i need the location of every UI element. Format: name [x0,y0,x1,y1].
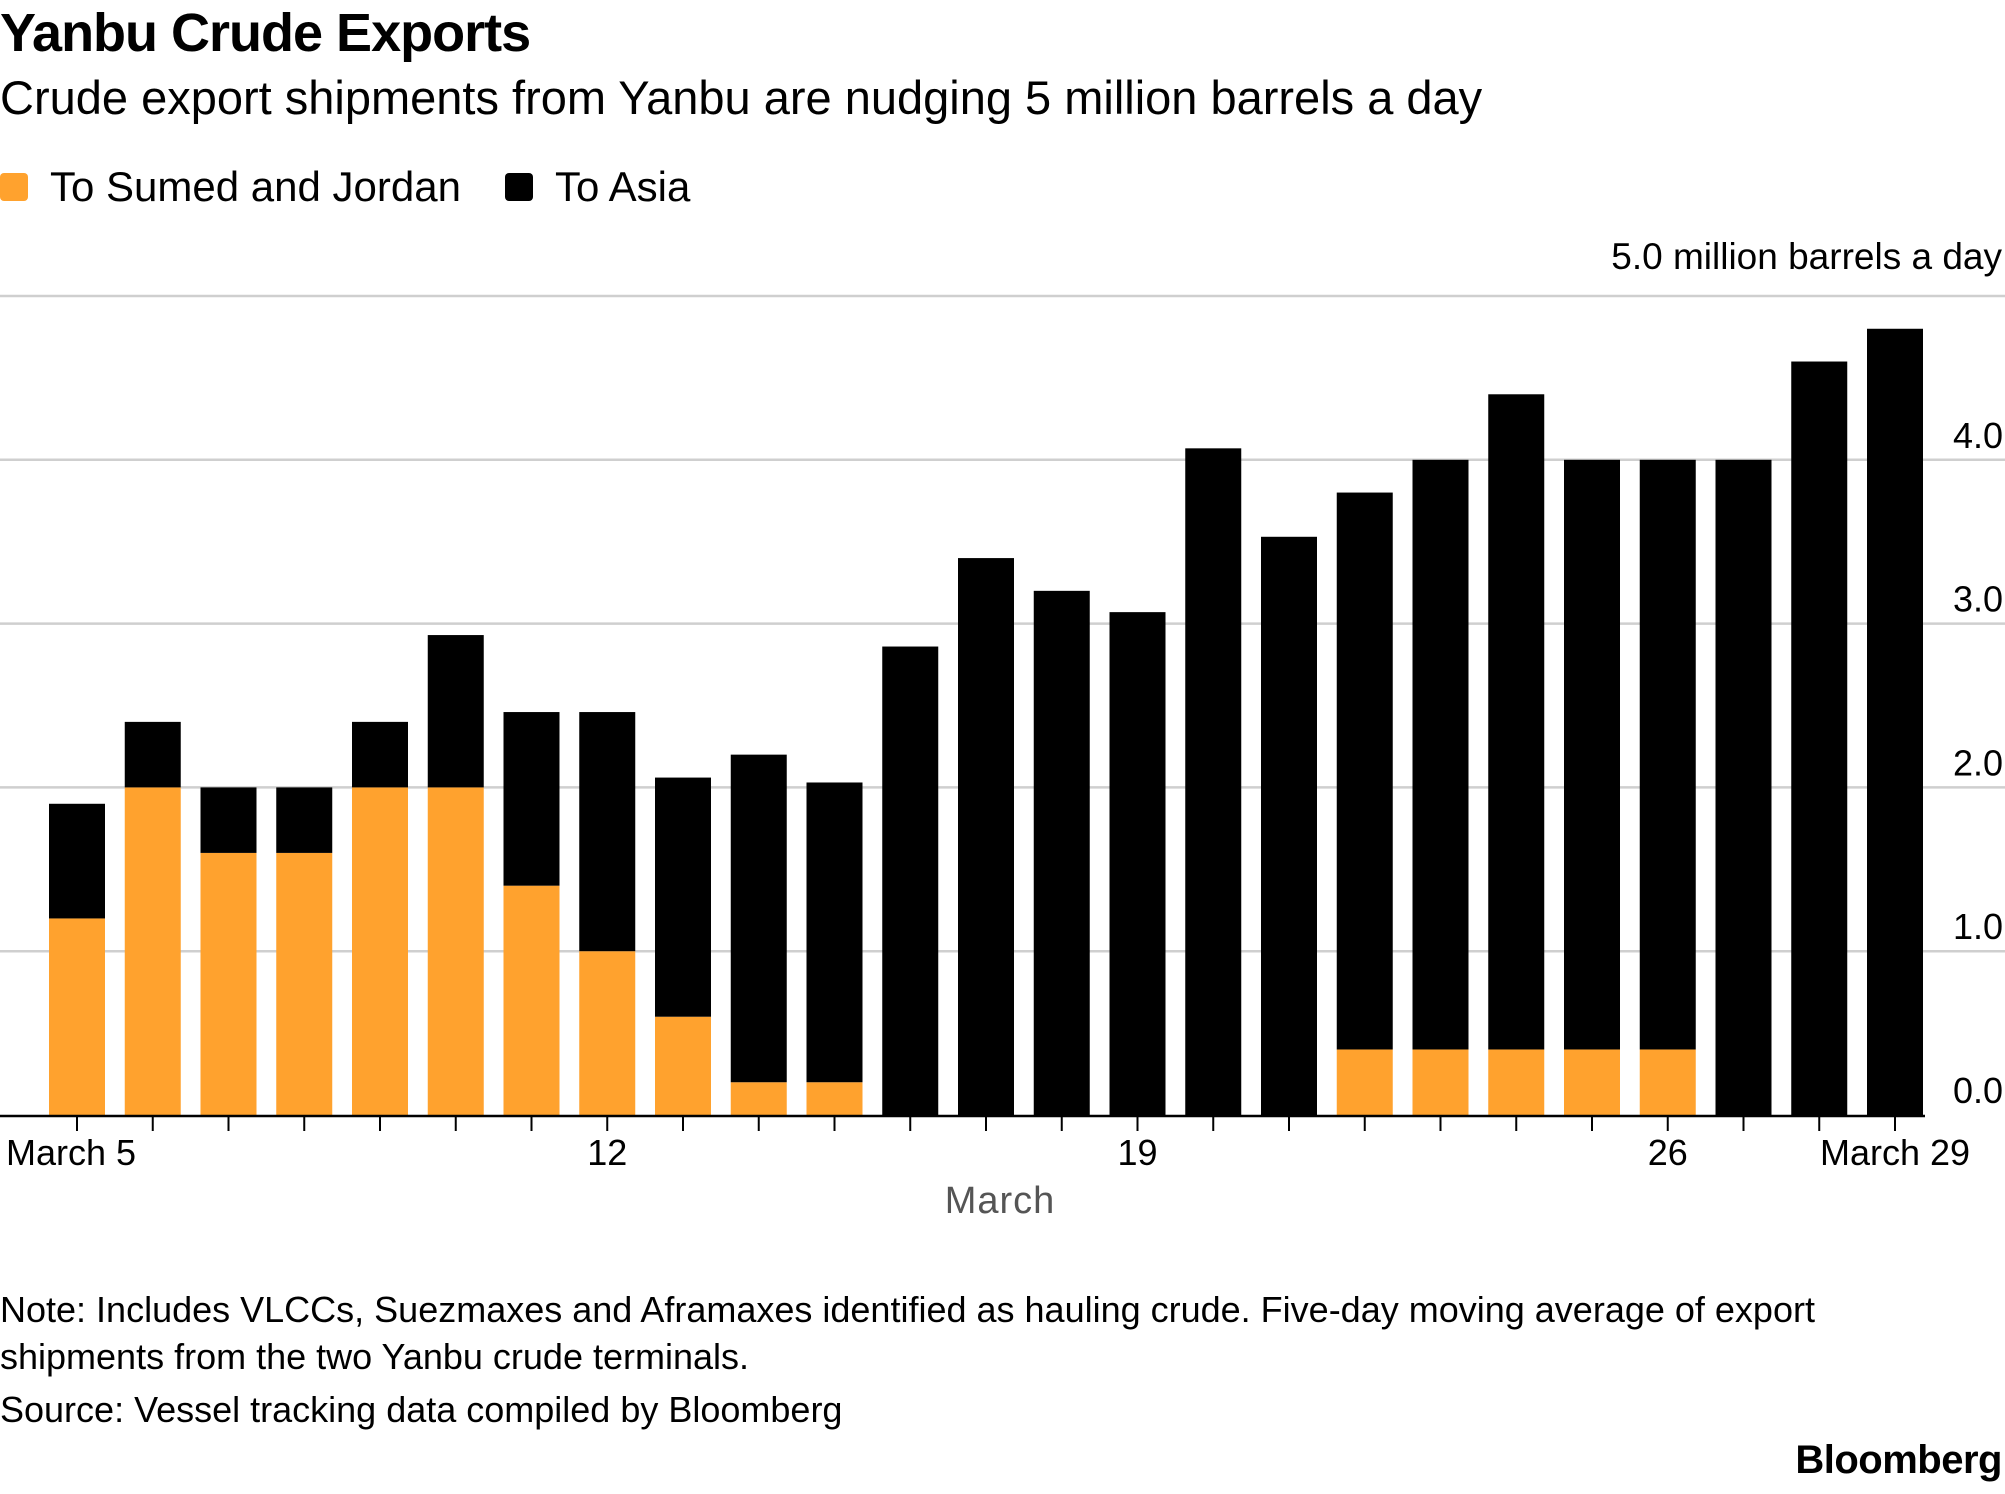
y-tick-label: 3.0 [1953,579,2003,620]
bar-asia [49,803,105,919]
bar-asia [503,712,560,886]
y-tick-label: 2.0 [1953,742,2003,783]
y-tick-label: 0.0 [1953,1070,2003,1111]
bar-sumed-jordan [503,885,560,1115]
legend-label-asia: To Asia [554,163,691,210]
bar-sumed-jordan [579,951,636,1115]
bar-asia [655,777,711,1017]
bar-sumed-jordan [806,1082,863,1115]
legend-swatch-asia [504,173,533,201]
legend-swatch-sumed-jordan [0,173,28,201]
bar-asia [1109,612,1166,1115]
chart-title: Yanbu Crude Exports [0,3,531,63]
bar-sumed-jordan [730,1082,787,1115]
bar-sumed-jordan [1639,1049,1696,1115]
bar-asia [730,754,787,1083]
bar-asia [1564,459,1620,1050]
y-tick-label: 4.0 [1953,415,2003,456]
bar-asia [958,558,1014,1115]
bar-asia [352,721,408,788]
bar-asia [1336,492,1393,1050]
x-tick-label: 12 [587,1132,627,1173]
legend: To Sumed and Jordan To Asia [0,162,734,212]
bar-asia [1488,394,1545,1050]
bar-asia [1715,459,1772,1115]
x-tick-label: March 29 [1820,1132,1970,1173]
bar-sumed-jordan [1564,1049,1620,1115]
bar-asia [1791,361,1848,1115]
x-tick-label: 26 [1648,1132,1688,1173]
bar-asia [200,787,257,853]
bar-asia [1412,459,1469,1050]
bar-asia [1185,448,1242,1116]
y-tick-label: 1.0 [1953,906,2003,947]
bar-sumed-jordan [427,787,484,1115]
x-axis-title: March [945,1180,1056,1222]
bar-asia [882,646,939,1115]
bar-asia [427,635,484,788]
chart-subtitle: Crude export shipments from Yanbu are nu… [0,71,1483,124]
legend-item-asia: To Asia [504,163,691,211]
bar-asia [1033,590,1090,1115]
bar-sumed-jordan [124,787,181,1115]
x-tick-label: 19 [1117,1132,1157,1173]
bar-sumed-jordan [1488,1049,1545,1115]
x-tick-label: March 5 [6,1132,136,1173]
bar-asia [276,787,333,853]
bar-asia [806,782,863,1083]
y-axis-unit-label: 5.0 million barrels a day [1611,236,2002,277]
bar-asia [1261,536,1317,1115]
legend-label-sumed-jordan: To Sumed and Jordan [50,163,461,210]
bar-sumed-jordan [1412,1049,1469,1115]
bloomberg-logo: Bloomberg [1795,1438,2002,1482]
bar-sumed-jordan [655,1016,711,1115]
legend-item-sumed-jordan: To Sumed and Jordan [0,163,461,211]
bar-sumed-jordan [200,852,257,1115]
chart-note: Note: Includes VLCCs, Suezmaxes and Afra… [0,1289,1815,1377]
bar-asia [124,721,181,788]
bar-sumed-jordan [352,787,408,1115]
chart-source: Source: Vessel tracking data compiled by… [0,1389,843,1430]
bar-sumed-jordan [49,918,105,1115]
stacked-bar-chart: 0.0 1.0 2.0 3.0 4.0 March 5 12 19 26 March 29 Marc… [0,294,2005,1222]
bar-asia [1867,328,1923,1115]
bar-sumed-jordan [276,852,333,1115]
bar-sumed-jordan [1336,1049,1393,1115]
bar-asia [579,712,636,952]
bar-asia [1639,459,1696,1050]
